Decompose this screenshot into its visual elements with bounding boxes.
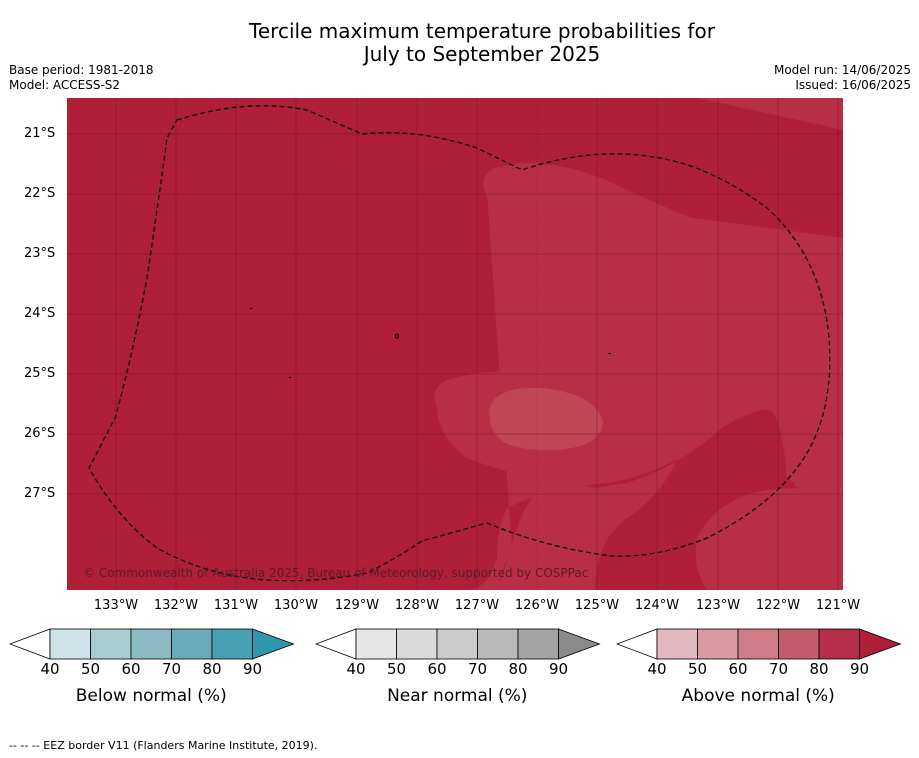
colorbar-tick-label: 50: [687, 660, 708, 678]
colorbar-cell: [171, 628, 213, 660]
colorbar-title: Near normal (%): [387, 686, 528, 706]
colorbar-cell: [697, 628, 739, 660]
island-marker: [250, 308, 252, 309]
lon-tick: 124°W: [634, 598, 680, 613]
meta-right: Model run: 14/06/2025 Issued: 16/06/2025: [774, 63, 911, 93]
colorbar-upper-extension: [252, 628, 295, 660]
lon-tick: 126°W: [514, 598, 560, 613]
colorbar-lower-extension: [9, 628, 51, 660]
colorbar-tick-label: 70: [768, 660, 789, 678]
colorbar-lower-extension: [616, 628, 658, 660]
colorbar-cell: [778, 628, 820, 660]
issued-date: Issued: 16/06/2025: [795, 78, 911, 92]
colorbar-tick-label: 70: [161, 660, 182, 678]
colorbar-cell: [211, 628, 253, 660]
probability-map: [67, 98, 843, 590]
colorbar-tick-label: 40: [647, 660, 667, 678]
lon-tick: 132°W: [153, 598, 199, 613]
colorbar-tick-label: 80: [202, 660, 222, 678]
colorbar-tick-label: 40: [346, 660, 366, 678]
lon-tick: 129°W: [334, 598, 380, 613]
title-line-2: July to September 2025: [363, 42, 601, 66]
lon-tick: 123°W: [695, 598, 741, 613]
colorbar-tick-label: 90: [242, 660, 263, 678]
colorbar-tick-label: 70: [467, 660, 488, 678]
eez-border: [88, 105, 831, 582]
meta-left: Base period: 1981-2018 Model: ACCESS-S2: [9, 63, 154, 93]
above-70-80-region-east: [695, 488, 843, 590]
colorbar-upper-extension: [859, 628, 902, 660]
colorbar-upper-extension: [558, 628, 601, 660]
colorbar-tick-label: 60: [427, 660, 447, 678]
colorbar-cell: [477, 628, 519, 660]
lon-tick: 128°W: [394, 598, 440, 613]
colorbar-title: Below normal (%): [75, 686, 227, 706]
eez-footnote: -- -- -- EEZ border V11 (Flanders Marine…: [9, 739, 318, 752]
lat-tick: 22°S: [24, 186, 56, 201]
colorbar-title: Above normal (%): [681, 686, 835, 706]
colorbar-cell: [49, 628, 91, 660]
island-marker: [608, 353, 611, 354]
colorbar-cell: [355, 628, 397, 660]
colorbar-lower-extension: [315, 628, 357, 660]
colorbar-cell: [130, 628, 172, 660]
base-period: Base period: 1981-2018: [9, 63, 154, 77]
colorbar-cell: [517, 628, 559, 660]
colorbar-cell: [818, 628, 860, 660]
lat-tick: 27°S: [24, 486, 56, 501]
colorbar-cell: [656, 628, 698, 660]
above-60-70-region: [489, 387, 603, 451]
lon-tick: 122°W: [755, 598, 801, 613]
lon-tick: 125°W: [574, 598, 620, 613]
map-title: Tercile maximum temperature probabilitie…: [0, 20, 919, 66]
colorbar-cell: [436, 628, 478, 660]
graticule: [67, 98, 843, 590]
lon-tick: 131°W: [213, 598, 259, 613]
colorbar-tick-label: 80: [809, 660, 829, 678]
model-name: Model: ACCESS-S2: [9, 78, 121, 92]
colorbar-graphic: [616, 628, 902, 660]
colorbar-tick-label: 60: [121, 660, 141, 678]
island-marker: [395, 333, 399, 339]
lat-tick: 25°S: [24, 366, 56, 381]
colorbar-tick-label: 90: [548, 660, 569, 678]
colorbar-tick-label: 90: [849, 660, 870, 678]
above-70-80-region-west-lobe: [484, 164, 690, 368]
island-marker: [289, 377, 291, 378]
colorbar-tick-label: 40: [40, 660, 60, 678]
colorbar-cell: [396, 628, 438, 660]
lat-tick: 23°S: [24, 246, 56, 261]
colorbar-cell: [737, 628, 779, 660]
copyright-note: © Commonwealth of Australia 2025, Bureau…: [83, 566, 589, 580]
lat-tick: 26°S: [24, 426, 56, 441]
lon-tick: 130°W: [273, 598, 319, 613]
colorbar-cell: [90, 628, 132, 660]
title-line-1: Tercile maximum temperature probabilitie…: [249, 19, 715, 43]
lon-tick: 121°W: [815, 598, 861, 613]
colorbar-tick-label: 60: [728, 660, 748, 678]
colorbar-tick-label: 80: [508, 660, 528, 678]
colorbar-tick-label: 50: [386, 660, 407, 678]
lon-tick: 127°W: [454, 598, 500, 613]
lon-tick: 133°W: [93, 598, 139, 613]
model-run: Model run: 14/06/2025: [773, 63, 911, 77]
colorbar-tick-label: 50: [80, 660, 101, 678]
lat-tick: 24°S: [24, 306, 56, 321]
colorbar-graphic: [9, 628, 295, 660]
colorbar-graphic: [315, 628, 601, 660]
lat-tick: 21°S: [24, 126, 56, 141]
